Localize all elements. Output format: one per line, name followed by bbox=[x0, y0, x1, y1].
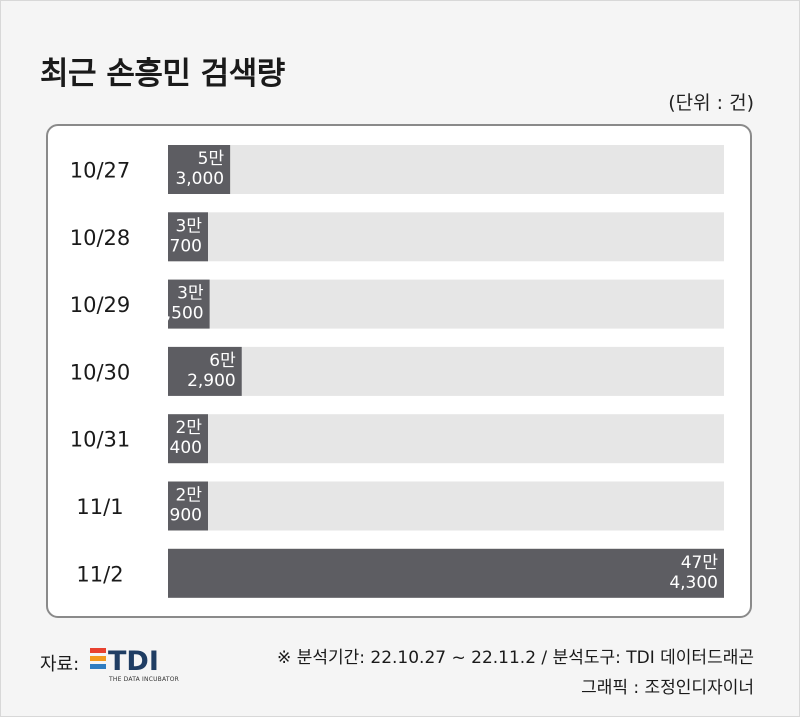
bar-row: 10/31 2만8,400 bbox=[70, 414, 724, 464]
data-label: 1,700 bbox=[153, 236, 202, 256]
logo-text: TDI bbox=[108, 646, 159, 677]
category-label: 10/30 bbox=[70, 360, 131, 384]
bar-track bbox=[168, 346, 724, 396]
data-label: 3만 bbox=[177, 284, 204, 304]
bar-row: 10/28 3만1,700 bbox=[70, 212, 724, 262]
analysis-note: ※ 분석기간: 22.10.27 ~ 22.11.2 / 분석도구: TDI 데… bbox=[277, 648, 754, 668]
data-label: 8,400 bbox=[153, 438, 202, 458]
logo-subtext: THE DATA INCUBATOR bbox=[109, 676, 179, 683]
source-label: 자료: bbox=[40, 654, 80, 675]
data-label: 5만 bbox=[198, 149, 225, 169]
category-label: 11/2 bbox=[76, 562, 123, 586]
chart-panel: 10/27 5만 3,000 10/28 3만 1,700 10/29 3만 5,500 10/3… bbox=[46, 124, 752, 618]
category-label: 11/1 bbox=[76, 495, 123, 519]
bar bbox=[168, 346, 242, 396]
category-label: 10/29 bbox=[70, 293, 131, 317]
data-label: 3,000 bbox=[175, 169, 224, 189]
data-label: 6만 bbox=[209, 351, 236, 371]
category-label: 10/28 bbox=[70, 226, 131, 250]
bar-track bbox=[168, 145, 724, 194]
bar-row: 11/1 2만8,900 bbox=[76, 481, 724, 531]
data-label: 2만 bbox=[176, 418, 203, 438]
unit-label: (단위 : 건) bbox=[668, 92, 754, 114]
data-label: 4,300 bbox=[669, 573, 718, 593]
data-label: 8,900 bbox=[153, 506, 202, 526]
data-label: 5,500 bbox=[155, 304, 204, 324]
data-label: 3만 bbox=[176, 216, 203, 236]
bar-track bbox=[168, 481, 724, 531]
bar bbox=[168, 212, 208, 262]
bar bbox=[168, 481, 208, 531]
bar-track bbox=[168, 212, 724, 262]
bar-track bbox=[168, 414, 724, 464]
graphic-credit: 그래픽 : 조정인디자이너 bbox=[581, 678, 754, 698]
category-label: 10/31 bbox=[70, 428, 131, 452]
bar-row: 10/29 3만5,500 bbox=[70, 279, 724, 329]
data-label: 2,900 bbox=[187, 371, 236, 391]
chart-title: 최근 손흥민 검색량 bbox=[40, 56, 285, 92]
data-label: 47만 bbox=[681, 553, 719, 573]
bar bbox=[168, 548, 724, 598]
bar-row: 10/30 6만2,900 bbox=[70, 346, 724, 396]
bar-row: 10/27 5만3,000 bbox=[70, 145, 724, 194]
bar bbox=[168, 145, 231, 194]
bar-track bbox=[168, 279, 724, 329]
tdi-logo-icon: TDI bbox=[90, 646, 159, 677]
category-label: 10/27 bbox=[70, 159, 131, 183]
data-label: 2만 bbox=[176, 486, 203, 506]
bar bbox=[168, 279, 210, 329]
bar bbox=[168, 414, 208, 464]
